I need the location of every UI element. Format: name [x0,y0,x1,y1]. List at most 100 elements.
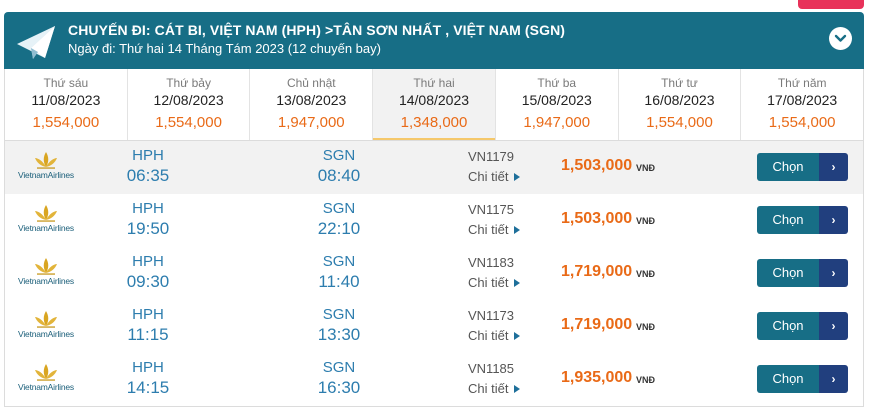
destination-code: SGN [322,147,356,164]
route-title: CHUYẾN ĐI: CÁT BI, VIỆT NAM (HPH) >TÂN S… [68,22,566,38]
caret-right-icon [514,279,521,287]
choose-flight-button[interactable]: Chọn › [757,206,848,234]
airline-name: VietnamAirlines [18,223,74,233]
trip-header: CHUYẾN ĐI: CÁT BI, VIỆT NAM (HPH) >TÂN S… [4,12,864,69]
day-name: Thứ tư [661,76,698,90]
departure-time: 14:15 [126,378,170,397]
currency-label: VNĐ [636,163,656,173]
day-tab[interactable]: Thứ năm 17/08/2023 1,554,000 [741,69,863,140]
airline-logo: VietnamAirlines [11,310,81,344]
chevron-right-icon: › [819,365,848,393]
flight-number: VN1173 [468,308,515,323]
fare-price: 1,935,000 [561,369,633,386]
lotus-icon [35,205,57,222]
day-tab[interactable]: Thứ ba 15/08/2023 1,947,000 [496,69,619,140]
detail-label: Chi tiết [468,222,509,237]
day-date: 13/08/2023 [276,92,347,108]
departure-time: 19:50 [126,219,170,238]
flight-row: VietnamAirlines HPH 19:50 SGN 22:10 VN11… [4,194,864,248]
lotus-icon [35,152,57,169]
fare-price: 1,503,000 [561,210,633,227]
destination-code: SGN [322,359,356,376]
day-price: 1,554,000 [155,114,222,131]
detail-label: Chi tiết [468,381,509,396]
chevron-down-icon [834,34,847,42]
flight-detail-link[interactable]: Chi tiết [468,275,521,290]
airline-logo: VietnamAirlines [11,204,81,238]
paper-plane-icon [15,22,57,62]
day-tab[interactable]: Thứ tư 16/08/2023 1,554,000 [619,69,742,140]
date-selector: Thứ sáu 11/08/2023 1,554,000 Thứ bảy 12/… [4,69,864,141]
airline-name: VietnamAirlines [18,382,74,392]
departure-time: 09:30 [126,272,170,291]
day-name: Thứ sáu [43,76,89,90]
destination-code: SGN [322,200,356,217]
airline-logo: VietnamAirlines [11,363,81,397]
day-date: 11/08/2023 [31,92,101,108]
fare-price: 1,503,000 [561,157,633,174]
lotus-icon [35,258,57,275]
flight-number: VN1183 [468,255,515,270]
day-date: 17/08/2023 [767,92,838,108]
day-tab[interactable]: Chủ nhật 13/08/2023 1,947,000 [250,69,374,140]
day-tab[interactable]: Thứ sáu 11/08/2023 1,554,000 [5,69,128,140]
caret-right-icon [514,385,521,393]
day-name: Thứ hai [413,76,455,90]
day-tab-selected[interactable]: Thứ hai 14/08/2023 1,348,000 [373,69,496,140]
flight-number: VN1179 [468,149,515,164]
choose-label: Chọn [757,312,819,340]
airline-logo: VietnamAirlines [11,257,81,291]
flight-detail-link[interactable]: Chi tiết [468,328,521,343]
chevron-right-icon: › [819,312,848,340]
flight-row: VietnamAirlines HPH 14:15 SGN 16:30 VN11… [4,353,864,407]
airline-logo: VietnamAirlines [11,151,81,185]
airline-name: VietnamAirlines [18,329,74,339]
lotus-icon [35,364,57,381]
day-price: 1,554,000 [32,114,100,131]
day-date: 15/08/2023 [521,92,592,108]
day-price: 1,554,000 [646,114,713,131]
destination-code: SGN [322,253,356,270]
origin-code: HPH [132,359,164,376]
day-name: Thứ năm [777,76,827,90]
caret-right-icon [514,332,521,340]
choose-flight-button[interactable]: Chọn › [757,365,848,393]
airline-name: VietnamAirlines [18,170,74,180]
origin-code: HPH [132,147,164,164]
flight-row: VietnamAirlines HPH 06:35 SGN 08:40 VN11… [4,141,864,195]
currency-label: VNĐ [636,216,656,226]
fare-price: 1,719,000 [561,263,633,280]
detail-label: Chi tiết [468,328,509,343]
day-price: 1,947,000 [523,114,591,131]
chevron-right-icon: › [819,259,848,287]
flight-detail-link[interactable]: Chi tiết [468,222,521,237]
arrival-time: 08:40 [317,166,361,185]
origin-code: HPH [132,200,164,217]
currency-label: VNĐ [636,375,656,385]
day-date: 16/08/2023 [644,92,715,108]
detail-label: Chi tiết [468,169,509,184]
origin-code: HPH [132,253,164,270]
departure-time: 06:35 [126,166,170,185]
day-tab[interactable]: Thứ bảy 12/08/2023 1,554,000 [128,69,251,140]
flight-row: VietnamAirlines HPH 09:30 SGN 11:40 VN11… [4,247,864,301]
flight-row: VietnamAirlines HPH 11:15 SGN 13:30 VN11… [4,300,864,354]
flight-detail-link[interactable]: Chi tiết [468,381,521,396]
day-price: 1,348,000 [400,114,468,131]
choose-flight-button[interactable]: Chọn › [757,259,848,287]
origin-code: HPH [132,306,164,323]
flight-detail-link[interactable]: Chi tiết [468,169,521,184]
choose-label: Chọn [757,153,819,181]
day-date: 14/08/2023 [398,92,470,108]
choose-label: Chọn [757,259,819,287]
arrival-time: 13:30 [317,325,361,344]
flight-number: VN1185 [468,361,515,376]
collapse-toggle-button[interactable] [829,27,852,50]
day-price: 1,947,000 [277,114,345,131]
choose-flight-button[interactable]: Chọn › [757,153,848,181]
choose-label: Chọn [757,206,819,234]
day-date: 12/08/2023 [153,92,224,108]
currency-label: VNĐ [636,269,656,279]
departure-time: 11:15 [127,325,169,344]
choose-flight-button[interactable]: Chọn › [757,312,848,340]
